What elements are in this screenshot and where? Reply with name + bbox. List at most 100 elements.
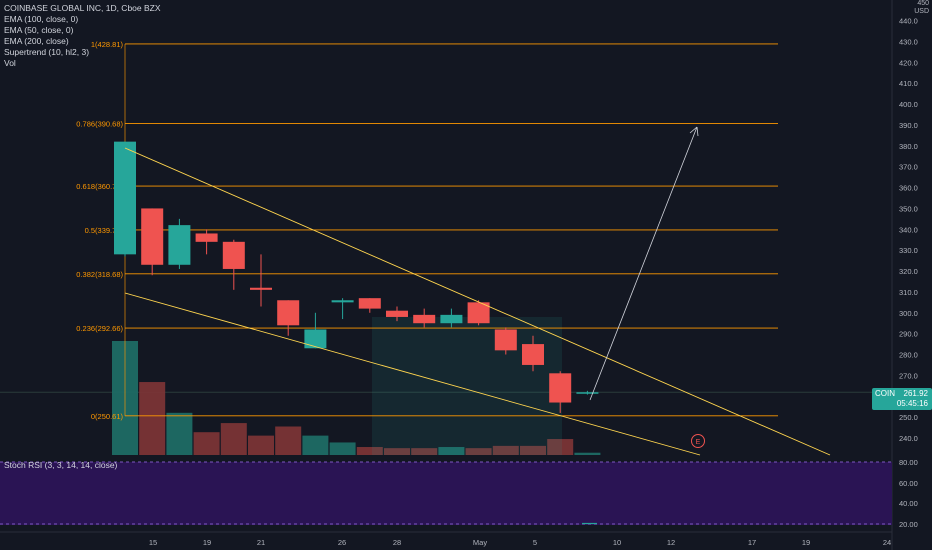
legend-indicator[interactable]: EMA (50, close, 0) xyxy=(4,25,74,35)
candle-body xyxy=(549,373,572,403)
fib-level-label: 0.618(360.71) xyxy=(76,182,123,191)
candle-body xyxy=(222,241,245,269)
time-tick-label: 21 xyxy=(257,538,265,547)
price-tick-label: 340.0 xyxy=(899,225,918,234)
badge-countdown: 05:45:16 xyxy=(896,399,928,408)
candle-body xyxy=(250,287,272,290)
legend-symbol: COINBASE GLOBAL INC, 1D, Cboe BZX xyxy=(4,3,161,13)
last-price-badge: COIN 261.92 05:45:16 xyxy=(872,388,932,410)
candle-body xyxy=(114,141,136,255)
projection-arrow-head xyxy=(689,126,699,137)
price-tick-label: 270.0 xyxy=(899,371,918,380)
price-tick-label: 240.0 xyxy=(899,434,918,443)
volume-bar xyxy=(248,435,274,455)
price-tick-label: 250.0 xyxy=(899,413,918,422)
price-scale-header: 450 USD xyxy=(897,0,929,16)
badge-symbol: COIN xyxy=(875,389,895,398)
volume-bar xyxy=(220,423,247,455)
currency-label[interactable]: USD xyxy=(914,8,929,15)
rsi-axis: 80.00 60.00 40.00 20.00 xyxy=(899,458,918,529)
candle-body xyxy=(440,314,463,324)
volume-bar xyxy=(356,447,383,455)
rsi-tick-label: 80.00 xyxy=(899,458,918,467)
fib-level-label: 0.5(339.71) xyxy=(85,226,124,235)
price-tick-label: 360.0 xyxy=(899,184,918,193)
volume-bar xyxy=(329,442,356,455)
earnings-marker-label: E xyxy=(696,439,701,446)
top-price-tick: 450 xyxy=(917,0,929,7)
candle-body xyxy=(576,392,599,394)
candle-body xyxy=(141,208,164,265)
fib-level-label: 0.236(292.66) xyxy=(76,324,123,333)
time-tick-label: 17 xyxy=(748,538,756,547)
candle-body xyxy=(467,302,490,324)
price-tick-label: 380.0 xyxy=(899,142,918,151)
time-tick-label: 24 xyxy=(883,538,891,547)
volume-bar xyxy=(166,412,193,455)
volume-bar xyxy=(193,432,220,455)
price-tick-label: 430.0 xyxy=(899,37,918,46)
price-tick-label: 300.0 xyxy=(899,309,918,318)
rsi-tick-label: 40.00 xyxy=(899,499,918,508)
volume-bar xyxy=(275,426,302,455)
volume-bar xyxy=(547,439,574,455)
price-tick-label: 420.0 xyxy=(899,58,918,67)
time-tick-label: 19 xyxy=(802,538,810,547)
candle-body xyxy=(331,300,354,303)
earnings-marker: E xyxy=(691,434,705,448)
candle-body xyxy=(277,300,300,326)
fib-level-label: 1(428.81) xyxy=(91,40,124,49)
volume-bar xyxy=(302,435,329,455)
price-tick-label: 410.0 xyxy=(899,79,918,88)
candle-body xyxy=(522,344,544,365)
candle-body xyxy=(168,225,191,265)
volume-bar xyxy=(139,382,166,455)
candle-body xyxy=(494,329,517,351)
volume-bar xyxy=(411,448,438,455)
projection-arrow-line xyxy=(589,126,698,401)
rsi-tick-label: 20.00 xyxy=(899,520,918,529)
time-tick-label: 5 xyxy=(533,538,537,547)
channel-lower-line xyxy=(124,292,701,456)
volume-bar xyxy=(492,445,519,455)
price-tick-label: 370.0 xyxy=(899,163,918,172)
volume-bar xyxy=(438,447,465,455)
candle-body xyxy=(413,314,436,324)
time-tick-label: 26 xyxy=(338,538,346,547)
time-tick-label: 15 xyxy=(149,538,157,547)
volume-bar xyxy=(465,448,492,455)
price-tick-label: 320.0 xyxy=(899,267,918,276)
legend: COINBASE GLOBAL INC, 1D, Cboe BZX EMA (1… xyxy=(4,3,161,69)
time-tick-label: 12 xyxy=(667,538,675,547)
legend-indicator[interactable]: EMA (200, close) xyxy=(4,36,69,46)
candle-body xyxy=(195,233,218,242)
price-range-box xyxy=(372,317,562,455)
volume-bars xyxy=(112,341,601,455)
time-tick-label: 28 xyxy=(393,538,401,547)
price-tick-label: 310.0 xyxy=(899,288,918,297)
channel-upper-line xyxy=(124,147,831,456)
price-tick-label: 280.0 xyxy=(899,351,918,360)
time-tick-label: 19 xyxy=(203,538,211,547)
legend-indicator[interactable]: Vol xyxy=(4,58,16,68)
rsi-label[interactable]: Stoch RSI (3, 3, 14, 14, close) xyxy=(4,460,118,470)
time-tick-label: 10 xyxy=(613,538,621,547)
legend-indicator[interactable]: EMA (100, close, 0) xyxy=(4,14,79,24)
volume-bar xyxy=(520,445,546,455)
candle-body xyxy=(386,310,408,317)
legend-indicator[interactable]: Supertrend (10, hl2, 3) xyxy=(4,47,90,57)
volume-bar xyxy=(574,452,601,455)
volume-bar xyxy=(384,448,410,455)
price-tick-label: 400.0 xyxy=(899,100,918,109)
candles xyxy=(114,141,599,413)
fib-level-label: 0.382(318.68) xyxy=(76,270,123,279)
candle-body xyxy=(304,329,327,349)
price-tick-label: 440.0 xyxy=(899,17,918,26)
candle-body xyxy=(358,298,381,309)
rsi-tick-label: 60.00 xyxy=(899,479,918,488)
price-axis-bg xyxy=(892,0,932,550)
rsi-panel-bg xyxy=(0,462,892,525)
